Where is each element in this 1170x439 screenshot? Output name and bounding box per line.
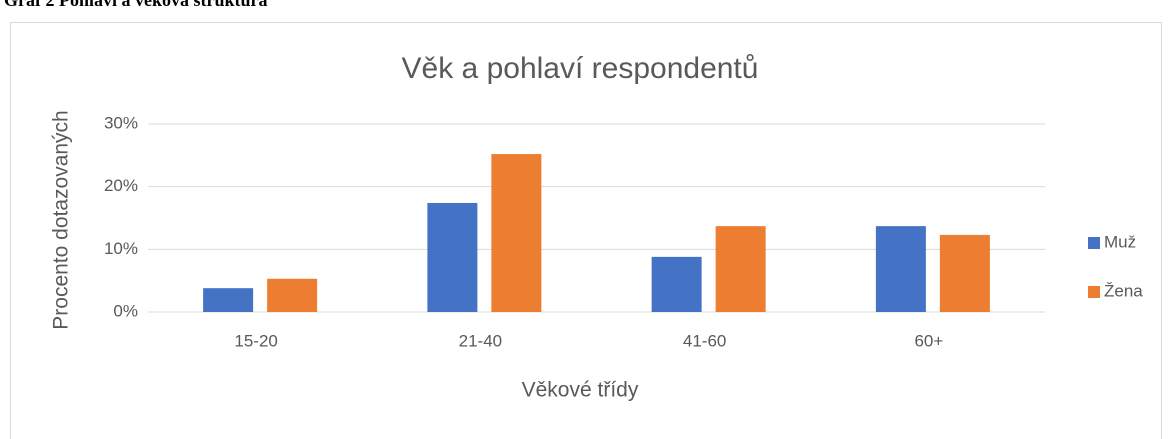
bar [875, 226, 926, 312]
bar [491, 154, 542, 312]
legend-label: Žena [1104, 281, 1143, 300]
y-tick-label: 30% [104, 113, 138, 132]
legend-swatch [1088, 286, 1100, 298]
x-axis-title: Věkové třídy [522, 379, 639, 402]
chart-title: Věk a pohlaví respondentů [402, 52, 759, 85]
y-tick-label: 10% [104, 239, 138, 258]
y-tick-label: 0% [113, 301, 138, 320]
x-tick-label: 60+ [914, 331, 943, 350]
x-tick-label: 21-40 [459, 331, 502, 350]
x-tick-label: 15-20 [234, 331, 277, 350]
bar [715, 226, 766, 312]
legend-swatch [1088, 237, 1100, 249]
bar [651, 256, 702, 312]
bar [267, 278, 318, 312]
legend-label: Muž [1104, 232, 1136, 251]
y-axis-title: Procento dotazovaných [50, 110, 73, 329]
bar [427, 202, 478, 312]
x-tick-label: 41-60 [683, 331, 726, 350]
chart-frame [10, 22, 1162, 439]
bar [203, 288, 254, 312]
caption: Graf 2 Pohlaví a věková struktura [4, 0, 268, 10]
bar [939, 234, 990, 312]
y-tick-label: 20% [104, 176, 138, 195]
